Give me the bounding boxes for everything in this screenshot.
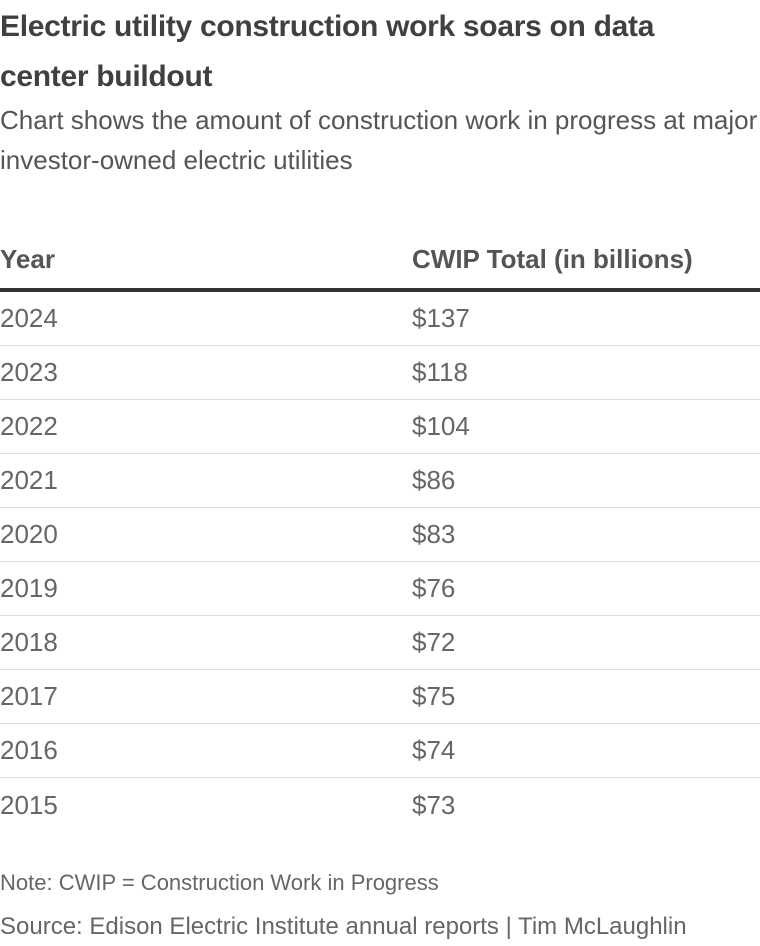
table-row: 2020 $83: [0, 508, 760, 562]
cell-year: 2024: [0, 303, 58, 333]
chart-title: Electric utility construction work soars…: [0, 10, 655, 93]
source-credit: Source: Edison Electric Institute annual…: [0, 913, 687, 940]
cell-cwip-total: $73: [412, 789, 456, 820]
cell-cwip-total: $72: [412, 627, 456, 657]
footnote: Note: CWIP = Construction Work in Progre…: [0, 870, 439, 895]
table-body: 2024 $137 2023 $118 2022 $104 2021 $86 2020 $83 20…: [0, 292, 760, 832]
table-row: 2017 $75: [0, 670, 760, 724]
cell-year: 2020: [0, 519, 58, 549]
table-row: 2021 $86: [0, 454, 760, 508]
table-row: 2019 $76: [0, 562, 760, 616]
cell-cwip-total: $75: [412, 681, 456, 711]
cell-year: 2021: [0, 465, 58, 495]
cell-cwip-total: $74: [412, 735, 456, 765]
column-header-year: Year: [0, 243, 55, 274]
cell-year: 2018: [0, 627, 58, 657]
cell-cwip-total: $104: [412, 411, 470, 441]
table-row: 2023 $118: [0, 346, 760, 400]
cell-year: 2016: [0, 735, 58, 765]
cell-cwip-total: $83: [412, 519, 456, 549]
table-row: 2024 $137: [0, 292, 760, 346]
cell-cwip-total: $137: [412, 303, 470, 333]
chart-subtitle: Chart shows the amount of construction w…: [0, 105, 758, 175]
cell-year: 2015: [0, 789, 58, 820]
cell-cwip-total: $76: [412, 573, 456, 603]
table-row: 2022 $104: [0, 400, 760, 454]
cell-year: 2023: [0, 357, 58, 387]
table-header: Year CWIP Total (in billions): [0, 230, 760, 292]
table-row: 2016 $74: [0, 724, 760, 778]
cell-year: 2019: [0, 573, 58, 603]
column-header-cwip-total: CWIP Total (in billions): [412, 243, 693, 274]
cell-cwip-total: $118: [412, 357, 468, 387]
cell-year: 2017: [0, 681, 58, 711]
cell-year: 2022: [0, 411, 58, 441]
cell-cwip-total: $86: [412, 465, 456, 495]
table-row: 2015 $73: [0, 778, 760, 832]
data-table: Year CWIP Total (in billions) 2024 $137 20…: [0, 230, 760, 832]
table-row: 2018 $72: [0, 616, 760, 670]
